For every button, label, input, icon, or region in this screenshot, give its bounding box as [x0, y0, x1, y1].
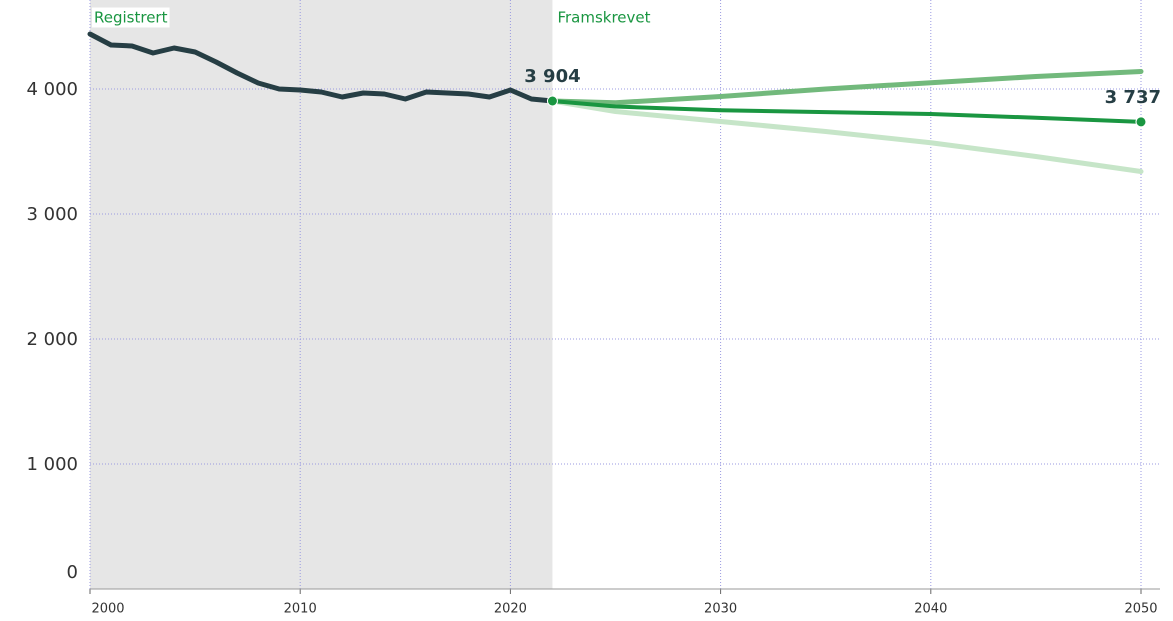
data-label: 3 737 — [1105, 87, 1161, 108]
registered-region — [90, 0, 553, 589]
point — [1135, 116, 1147, 128]
point — [546, 95, 558, 107]
x-tick-label: 2030 — [704, 602, 737, 617]
y-tick-label: 1 000 — [26, 454, 78, 475]
region-label: Framskrevet — [557, 9, 650, 27]
x-tick-label: 2000 — [91, 602, 124, 617]
region-label-bg — [92, 7, 170, 28]
line — [550, 99, 1143, 124]
line — [87, 31, 555, 104]
x-tick-label: 2010 — [284, 602, 317, 617]
y-tick-label: 0 — [67, 562, 78, 583]
x-tick-label: 2050 — [1124, 602, 1157, 617]
y-tick-label: 2 000 — [26, 329, 78, 350]
data-label: 3 904 — [524, 66, 580, 87]
line — [549, 98, 1144, 174]
x-tick-label: 2020 — [494, 602, 527, 617]
line — [549, 69, 1144, 106]
region-label: Registrert — [94, 9, 168, 27]
y-tick-label: 4 000 — [26, 79, 78, 100]
y-tick-label: 3 000 — [26, 204, 78, 225]
x-tick-label: 2040 — [914, 602, 947, 617]
